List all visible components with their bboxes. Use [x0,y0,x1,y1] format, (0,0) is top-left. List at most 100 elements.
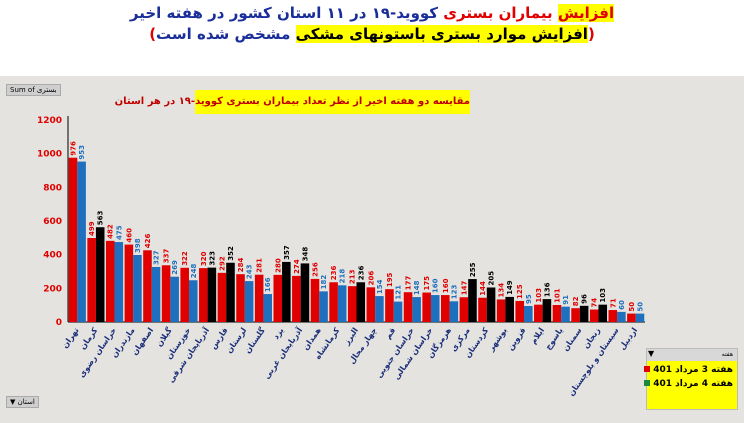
bar-week4 [244,281,254,322]
x-tick-label: اردبیل [618,326,640,352]
data-label: 256 [311,262,319,277]
legend-swatch [644,380,651,386]
bar-week3 [534,304,543,322]
headline-segment: ( [587,25,595,43]
bar-week4 [151,266,161,322]
bar-week3 [347,286,357,322]
data-label: 175 [423,276,431,291]
bar-week3 [161,265,171,322]
bar-week4 [337,285,347,322]
data-label: 154 [376,279,384,294]
headline-segment: ) [149,25,157,43]
bar-week4 [207,267,217,322]
data-label: 953 [78,145,86,160]
x-tick-label: ایلام [529,326,547,346]
bar-week3 [515,300,525,322]
data-label: 149 [506,280,514,295]
x-tick-label: بوشهر [486,326,509,353]
data-label: 352 [227,246,235,261]
y-tick-label: 800 [43,183,62,193]
data-label: 148 [413,280,421,295]
data-label: 82 [572,296,580,306]
bar-week3 [422,292,431,322]
sum-field-button[interactable]: Sum of بستری [6,84,61,96]
province-field-label: استان [17,398,35,406]
bar-week3 [217,272,227,322]
bar-week3 [292,275,301,322]
bar-week3 [608,310,618,322]
bar-week3 [496,299,506,322]
data-label: 236 [357,266,365,281]
headline: افزایش بیماران بستری کووید-۱۹ در ۱۱ استا… [0,3,744,45]
data-label: 284 [237,257,245,272]
data-label: 71 [609,298,617,308]
data-label: 243 [246,264,254,279]
bar-week3 [366,287,376,322]
bar-week3 [627,313,636,322]
data-label: 213 [349,269,357,284]
bar-week4 [579,305,589,322]
data-label: 236 [330,266,338,281]
headline-segment: افزایش موارد بستری با [414,25,588,43]
data-label: 563 [97,210,105,225]
bar-week3 [254,274,264,322]
data-label: 147 [460,281,468,296]
bar-week4 [77,161,86,322]
data-label: 320 [200,251,208,266]
data-label: 357 [283,245,291,260]
bar-week3 [552,304,562,322]
bar-week3 [459,297,469,322]
y-tick-label: 1000 [37,150,62,160]
bar-week3 [105,240,115,322]
legend-item-week3: هفته 3 مرداد 401 [644,361,737,375]
data-label: 292 [218,256,226,271]
data-label: 482 [107,224,115,239]
bar-week3 [273,274,283,322]
province-field-button[interactable]: استان ▼ [6,396,39,408]
chart-title: مقایسه دو هفته اخیر از نظر تعداد بیماران… [115,90,470,114]
bar-week4 [170,276,179,322]
legend-item-week4: هفته 4 مرداد 401 [644,375,737,389]
data-label: 96 [581,294,589,304]
bar-week3 [68,157,78,322]
bar-week3 [403,292,413,322]
data-label: 460 [125,228,133,243]
bar-week4 [598,304,608,322]
bar-week4 [393,301,403,322]
bar-week4 [449,301,459,322]
bar-week4 [412,297,421,322]
data-label: 280 [274,258,282,273]
data-label: 134 [498,283,506,298]
data-label: 182 [320,275,328,290]
x-tick-label: البرز [341,326,360,347]
data-label: 976 [70,141,78,156]
bar-week4 [561,306,570,322]
data-label: 101 [553,288,561,303]
x-tick-label: قم [383,326,397,341]
data-label: 323 [208,251,216,266]
bar-week3 [441,295,450,322]
bar-week3 [199,268,208,322]
x-tick-label: قزوین [506,326,528,352]
data-label: 160 [442,278,450,293]
data-label: 195 [386,272,394,287]
data-label: 160 [432,278,440,293]
bar-week4 [133,255,142,322]
data-label: 95 [525,294,533,304]
filter-icon[interactable]: ▼ [648,349,655,358]
bar-week4 [617,311,626,322]
bar-week3 [236,274,245,322]
data-label: 475 [115,225,123,240]
legend: هفته هفته 3 مرداد 401 هفته 4 مرداد 401 [644,348,738,410]
bar-week3 [589,309,599,322]
data-label: 322 [181,251,189,266]
legend-header[interactable]: هفته [647,349,737,361]
headline-segment: کووید-۱۹ در ۱۱ استان کشور در هفته اخیر [129,4,439,22]
legend-swatch [644,366,651,372]
data-label: 103 [535,288,543,303]
data-label: 74 [591,298,599,308]
x-tick-label: سمنان [561,326,584,353]
bar-week3 [571,308,580,322]
data-label: 205 [488,271,496,286]
